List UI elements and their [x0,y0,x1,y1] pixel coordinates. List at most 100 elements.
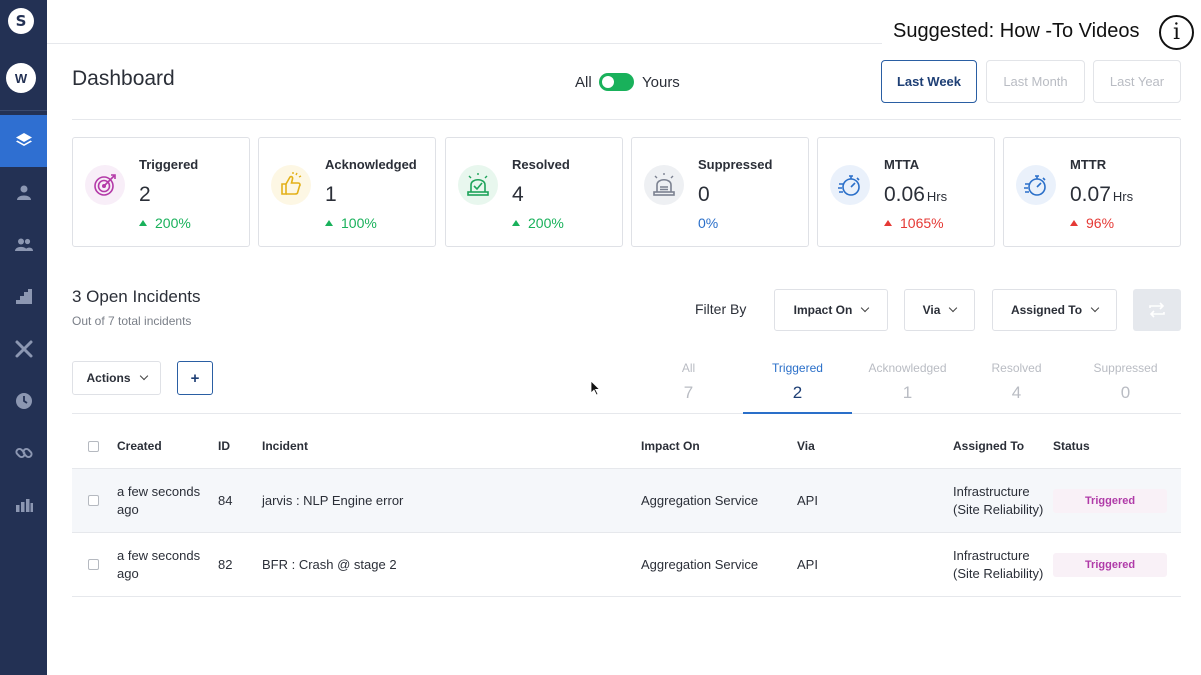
app-logo[interactable]: S [8,8,34,34]
sidebar-item-teams[interactable] [0,219,47,271]
trend-up-icon [884,220,892,226]
user-icon [16,185,31,200]
stat-label: MTTR [1070,157,1107,172]
id-cell: 82 [218,557,233,572]
stat-card-suppressed[interactable]: Suppressed 0 0% [631,137,809,247]
clock-icon [15,393,32,409]
sidebar-item-schedules[interactable] [0,375,47,427]
stat-change: 0% [698,215,719,231]
column-header-impact-on[interactable]: Impact On [641,439,700,453]
stat-label: Resolved [512,157,570,172]
stat-card-acknowledged[interactable]: Acknowledged 1 100% [258,137,436,247]
via-filter[interactable]: Via [904,289,975,331]
sidebar-item-integrations[interactable] [0,427,47,479]
stat-card-mtta[interactable]: MTTA 0.06 Hrs 1065% [817,137,995,247]
assigned-cell: Infrastructure (Site Reliability) [953,548,1044,581]
stat-change: 200% [139,215,191,231]
tab-all[interactable]: All 7 [681,361,696,402]
tab-resolved[interactable]: Resolved 4 [991,361,1042,402]
refresh-icon [1149,302,1165,318]
column-header-assigned-to[interactable]: Assigned To [953,439,1025,453]
refresh-button[interactable] [1133,289,1181,331]
row-checkbox[interactable] [88,495,99,506]
chevron-down-icon [1090,303,1100,313]
status-badge: Triggered [1053,553,1167,577]
stopwatch-icon [1016,165,1056,205]
open-incidents-title: 3 Open Incidents [72,287,201,306]
suggested-videos-link[interactable]: Suggested: How -To Videos [893,20,1140,42]
stat-label: MTTA [884,157,920,172]
via-cell: API [797,493,818,508]
layers-icon [15,133,32,146]
trend-up-icon [512,220,520,226]
column-header-id[interactable]: ID [218,439,230,453]
stat-card-triggered[interactable]: Triggered 2 200% [72,137,250,247]
add-incident-button[interactable]: + [177,361,213,395]
via-cell: API [797,557,818,572]
column-header-created[interactable]: Created [117,439,162,453]
page-title: Dashboard [72,67,175,90]
sidebar: S W [0,0,47,675]
bar-chart-icon [15,499,33,512]
column-header-via[interactable]: Via [797,439,815,453]
stat-label: Suppressed [698,157,773,172]
sidebar-item-settings[interactable] [0,323,47,375]
sidebar-item-profile[interactable] [0,167,47,219]
table-row[interactable]: a few seconds ago 84 jarvis : NLP Engine … [72,469,1181,533]
trend-up-icon [1070,220,1078,226]
header-divider [47,43,882,44]
assigned-to-filter[interactable]: Assigned To [992,289,1117,331]
users-icon [14,238,33,251]
column-header-incident[interactable]: Incident [262,439,309,453]
last-month-button[interactable]: Last Month [986,60,1085,103]
sidebar-item-reports[interactable] [0,479,47,531]
sidebar-item-incidents[interactable] [0,115,47,167]
tab-suppressed[interactable]: Suppressed 0 [1093,361,1158,402]
created-cell: a few seconds ago [117,484,201,517]
stat-value: 4 [512,183,524,206]
all-yours-toggle[interactable] [599,73,634,91]
section-divider [72,119,1181,120]
last-year-button[interactable]: Last Year [1093,60,1181,103]
toggle-knob [602,76,614,88]
table-header-divider [72,468,1181,469]
target-icon [85,165,125,205]
stat-label: Acknowledged [325,157,417,172]
stat-label: Triggered [139,157,199,172]
staircase-chart-icon [15,289,32,304]
impact-cell: Aggregation Service [641,557,759,572]
trend-up-icon [139,220,147,226]
last-week-button[interactable]: Last Week [881,60,977,103]
id-cell: 84 [218,493,233,508]
stat-value: 0.06 Hrs [884,183,948,206]
incident-title-link[interactable]: BFR : Crash @ stage 2 [262,557,397,572]
row-checkbox[interactable] [88,559,99,570]
sidebar-divider [0,110,47,111]
actions-dropdown[interactable]: Actions [72,361,161,395]
incident-title-link[interactable]: jarvis : NLP Engine error [262,493,404,508]
toggle-label-all: All [575,74,592,91]
tab-acknowledged[interactable]: Acknowledged 1 [868,361,947,402]
select-all-checkbox[interactable] [88,441,99,452]
stat-card-resolved[interactable]: Resolved 4 200% [445,137,623,247]
mouse-cursor-icon [590,380,601,396]
total-incidents-subtitle: Out of 7 total incidents [72,314,192,328]
stat-card-mttr[interactable]: MTTR 0.07 Hrs 96% [1003,137,1181,247]
tab-triggered[interactable]: Triggered 2 [772,361,823,402]
stat-change: 96% [1070,215,1114,231]
table-row[interactable]: a few seconds ago 82 BFR : Crash @ stage … [72,533,1181,597]
impact-on-filter[interactable]: Impact On [774,289,888,331]
info-icon[interactable]: i [1159,15,1194,50]
tools-icon [15,340,32,358]
workspace-avatar[interactable]: W [6,63,36,93]
created-cell: a few seconds ago [117,548,201,581]
column-header-status[interactable]: Status [1053,439,1090,453]
stat-value: 1 [325,183,337,206]
stopwatch-icon [830,165,870,205]
stat-value: 2 [139,183,151,206]
sidebar-item-analytics[interactable] [0,271,47,323]
active-tab-indicator [743,412,852,414]
stat-change: 200% [512,215,564,231]
trend-up-icon [325,220,333,226]
chevron-down-icon [139,371,148,381]
